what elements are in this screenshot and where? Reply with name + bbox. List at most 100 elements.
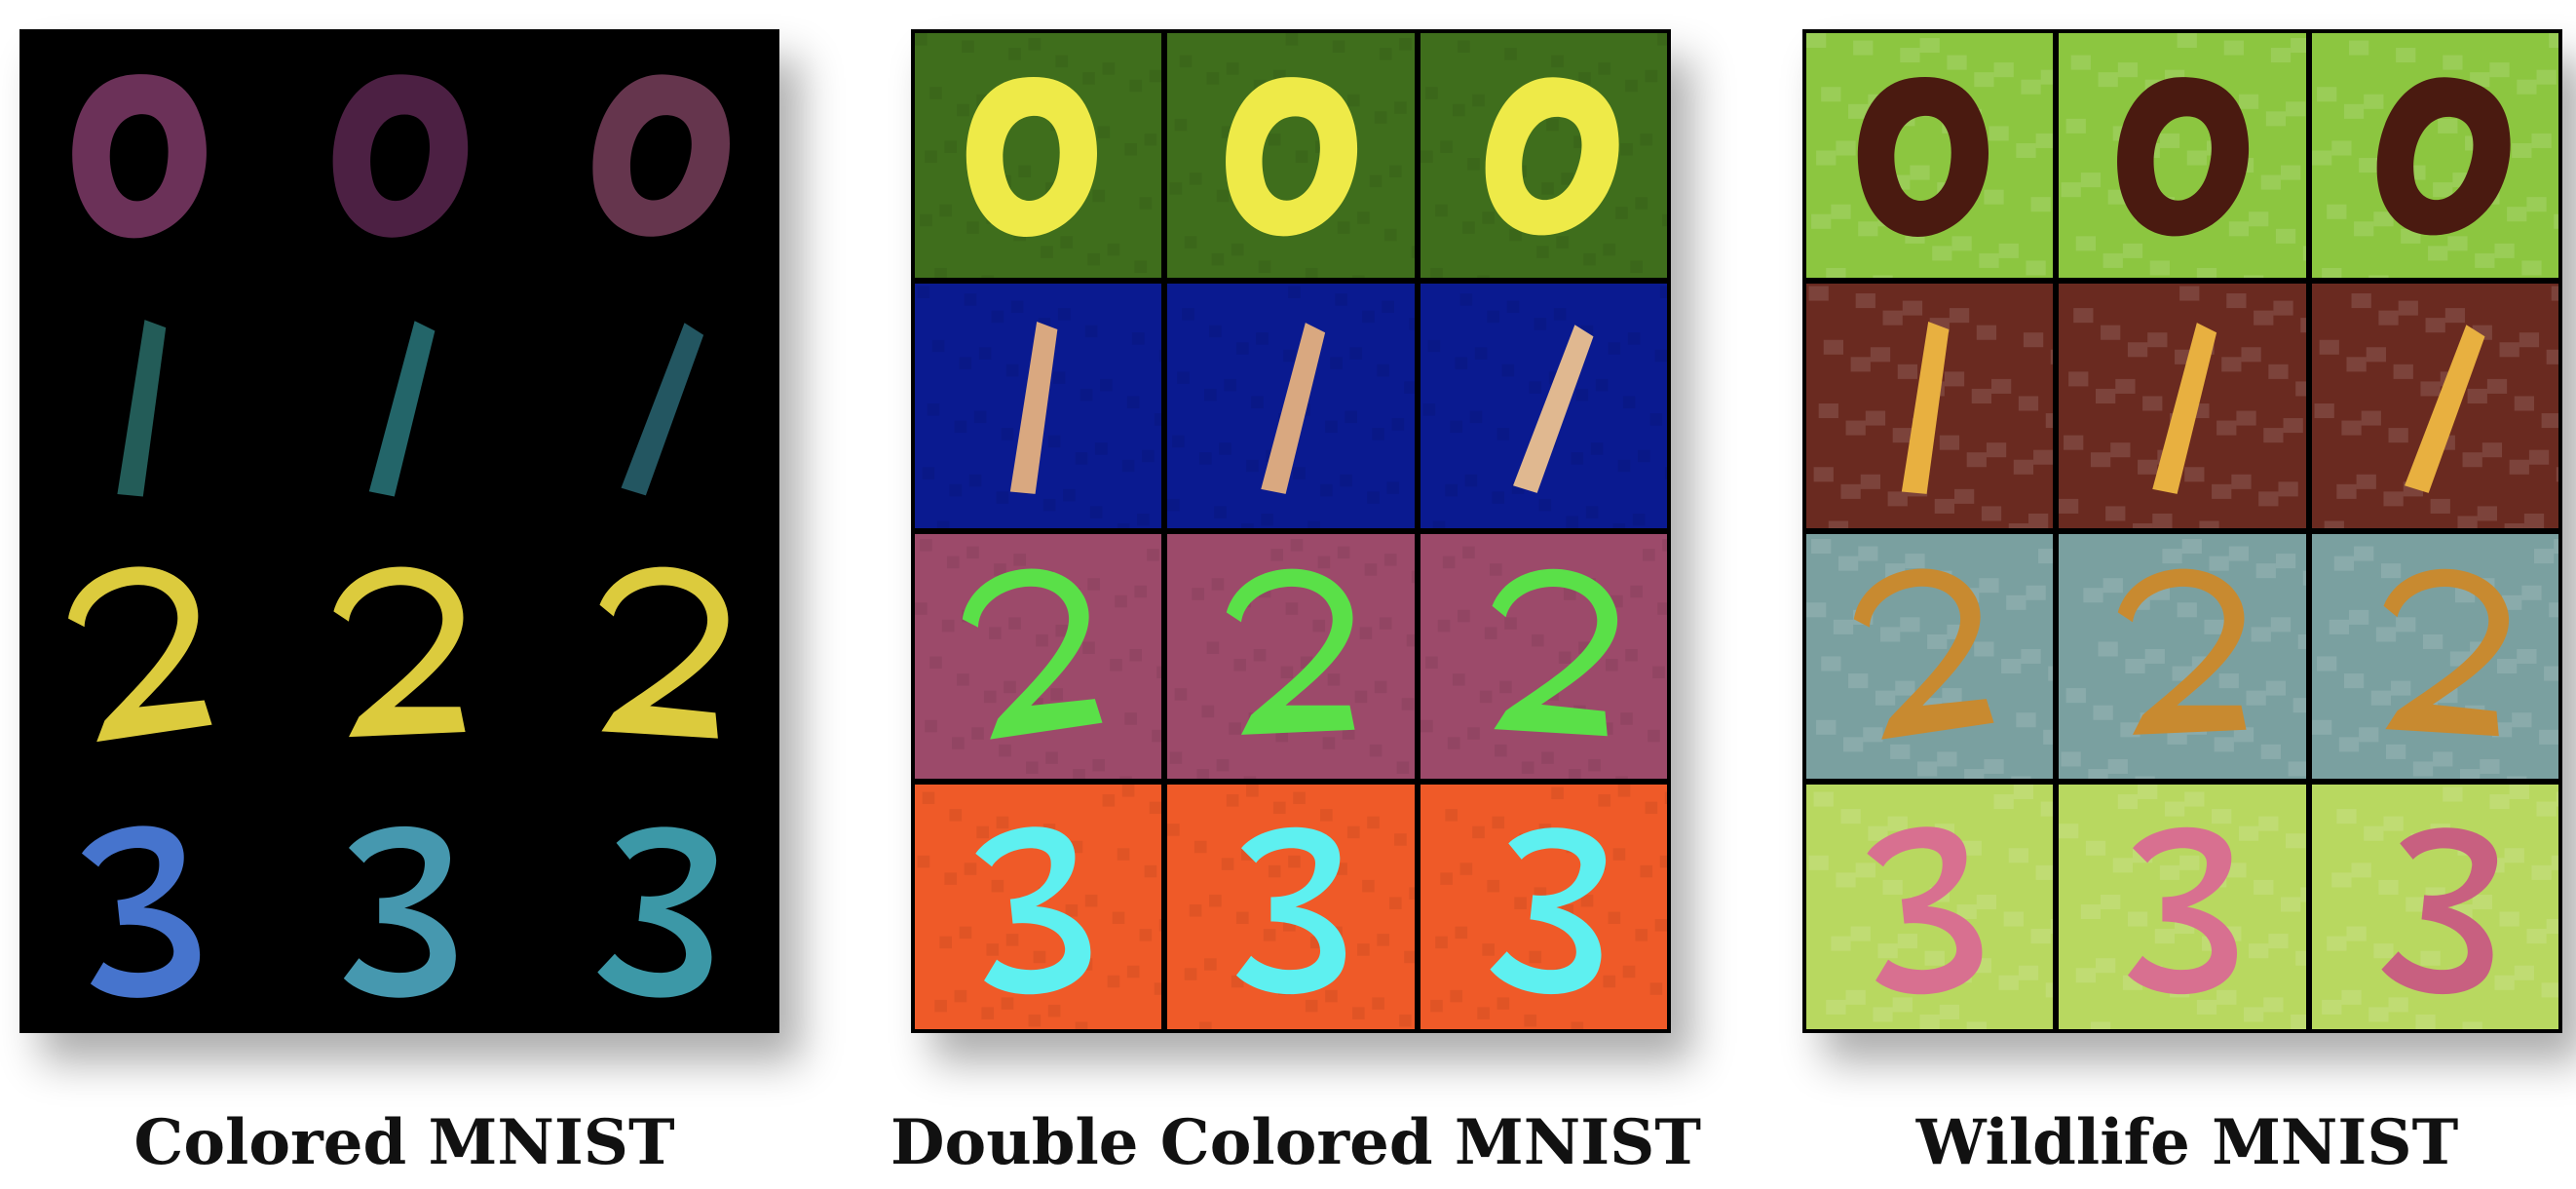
- texture-patch: [1338, 221, 1350, 234]
- texture-patch: [1845, 989, 1866, 1005]
- texture-patch: [2030, 929, 2051, 944]
- texture-patch: [2244, 1007, 2264, 1022]
- texture-patch: [1347, 94, 1360, 107]
- texture-patch: [1956, 903, 1977, 920]
- texture-patch: [2383, 491, 2404, 507]
- texture-patch: [2035, 133, 2054, 148]
- texture-patch: [2543, 666, 2558, 681]
- sample-cell: [19, 29, 273, 281]
- texture-patch: [1659, 855, 1667, 868]
- texture-patch: [2083, 588, 2103, 603]
- texture-patch: [2030, 197, 2051, 212]
- digit-sample-image: [1808, 785, 2054, 1029]
- texture-patch: [1399, 38, 1413, 51]
- texture-patch: [2415, 1014, 2436, 1029]
- texture-patch: [1538, 498, 1551, 512]
- texture-patch: [1420, 150, 1433, 164]
- texture-patch: [1306, 267, 1318, 278]
- texture-patch: [2385, 744, 2406, 759]
- texture-patch: [1603, 975, 1615, 988]
- sample-cell: [915, 785, 1162, 1029]
- texture-patch: [1927, 633, 1948, 649]
- texture-patch: [1033, 950, 1046, 964]
- texture-patch: [1236, 911, 1249, 925]
- texture-patch: [1185, 968, 1197, 980]
- texture-patch: [957, 673, 969, 686]
- texture-patch: [1506, 300, 1519, 314]
- texture-patch: [2494, 243, 2515, 258]
- texture-patch: [2229, 221, 2250, 237]
- texture-patch: [2118, 794, 2139, 810]
- digit-stroke: [368, 320, 436, 496]
- texture-patch: [996, 491, 1009, 504]
- texture-patch: [2261, 174, 2282, 190]
- texture-patch: [1243, 776, 1257, 779]
- texture-patch: [2061, 182, 2082, 198]
- texture-patch: [1134, 260, 1148, 273]
- texture-patch: [1808, 286, 1829, 301]
- texture-patch: [2398, 300, 2418, 316]
- texture-patch: [1089, 506, 1103, 518]
- texture-patch: [1092, 189, 1106, 203]
- texture-patch: [1513, 897, 1527, 910]
- texture-patch: [2395, 617, 2416, 633]
- digit-stroke: [72, 74, 207, 239]
- texture-patch: [1409, 318, 1415, 330]
- texture-patch: [1845, 420, 1866, 436]
- texture-patch: [1124, 142, 1137, 156]
- texture-patch: [1134, 585, 1148, 598]
- texture-patch: [1290, 539, 1304, 552]
- texture-patch: [2420, 950, 2441, 966]
- texture-patch: [1529, 950, 1541, 964]
- texture-patch: [1860, 474, 1880, 489]
- texture-patch: [1939, 435, 1960, 450]
- texture-patch: [2026, 260, 2046, 276]
- texture-patch: [994, 563, 1006, 576]
- texture-patch: [1047, 435, 1061, 448]
- texture-patch: [1126, 396, 1140, 409]
- texture-patch: [1432, 520, 1445, 528]
- digit-sample-image: [332, 74, 469, 238]
- texture-patch: [1484, 627, 1497, 639]
- digit-sample-image: [592, 74, 730, 237]
- texture-patch: [1947, 55, 1967, 70]
- texture-patch: [2027, 513, 2049, 528]
- texture-patch: [1900, 617, 1920, 633]
- texture-patch: [1932, 246, 1952, 261]
- texture-patch: [1469, 410, 1482, 424]
- texture-patch: [1055, 624, 1069, 637]
- texture-patch: [2395, 48, 2416, 63]
- digit-sample-image: [81, 825, 201, 998]
- texture-patch: [1998, 975, 2019, 990]
- texture-patch: [1629, 585, 1643, 598]
- texture-patch: [2258, 491, 2279, 507]
- texture-patch: [1099, 378, 1113, 392]
- texture-patch: [1005, 934, 1019, 946]
- texture-patch: [2321, 999, 2342, 1015]
- texture-patch: [2291, 38, 2306, 54]
- texture-patch: [2266, 680, 2287, 696]
- texture-patch: [1112, 911, 1125, 925]
- texture-patch: [1535, 246, 1549, 258]
- texture-patch: [1335, 293, 1348, 306]
- sample-cell: [19, 782, 273, 1033]
- texture-patch: [2509, 459, 2529, 475]
- texture-patch: [1380, 617, 1392, 630]
- texture-patch: [1897, 364, 1917, 379]
- texture-patch: [2021, 648, 2041, 665]
- texture-patch: [1661, 213, 1667, 227]
- texture-patch: [1890, 744, 1911, 759]
- texture-patch: [2204, 619, 2225, 634]
- digit-stroke: [2404, 325, 2485, 493]
- texture-patch: [1045, 751, 1058, 764]
- texture-patch: [1340, 474, 1353, 487]
- texture-patch: [1645, 801, 1657, 815]
- texture-patch: [1362, 879, 1376, 893]
- texture-patch: [1540, 182, 1554, 195]
- texture-patch: [2160, 864, 2180, 880]
- texture-patch: [2184, 467, 2205, 482]
- texture-patch: [2234, 727, 2254, 743]
- texture-patch: [1479, 690, 1493, 704]
- sample-cell: [1420, 33, 1667, 278]
- texture-patch: [1285, 33, 1299, 46]
